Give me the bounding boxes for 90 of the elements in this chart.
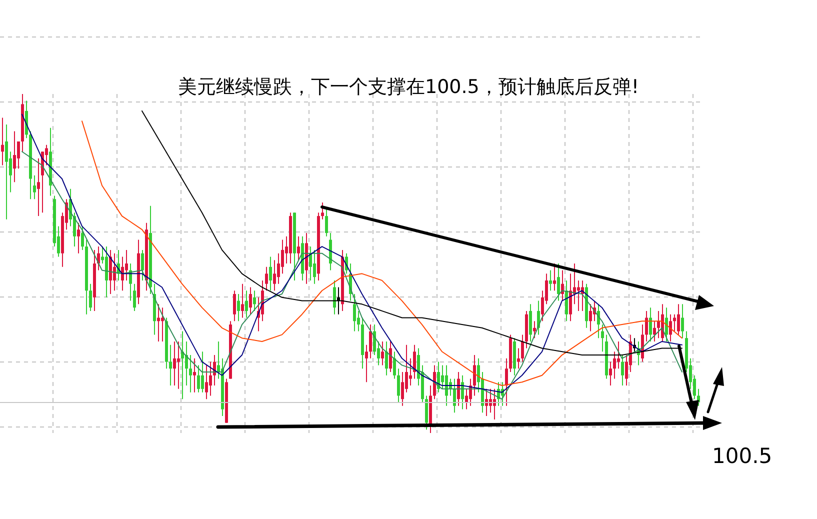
candlestick (673, 314, 676, 332)
candlestick (397, 368, 400, 403)
candlestick (381, 340, 384, 366)
candlestick (521, 334, 524, 362)
candlestick (601, 324, 604, 352)
candlestick (133, 283, 136, 312)
candlestick (5, 124, 8, 220)
candlestick (205, 364, 208, 400)
candlestick (173, 340, 176, 386)
candlestick (321, 202, 324, 220)
candlestick (393, 351, 396, 380)
candlestick (557, 263, 560, 302)
candlestick (553, 263, 556, 292)
candlestick (401, 371, 404, 406)
candlestick (433, 364, 436, 400)
candlestick (249, 286, 252, 315)
candlestick (77, 222, 80, 254)
candlestick (237, 294, 240, 322)
candlestick (413, 344, 416, 380)
candlestick (677, 304, 680, 336)
candlestick (157, 304, 160, 342)
candlestick (669, 314, 672, 342)
candlestick (649, 307, 652, 342)
candlestick (529, 304, 532, 342)
candlestick (209, 361, 212, 396)
candlestick (453, 378, 456, 414)
candlestick (177, 340, 180, 390)
candlestick (409, 358, 412, 386)
candlestick (201, 351, 204, 393)
candlestick (385, 340, 388, 376)
candlestick (141, 249, 144, 281)
candlestick (89, 283, 92, 312)
candlestick (617, 340, 620, 370)
candlestick (465, 388, 468, 410)
candlestick (389, 340, 392, 372)
candlestick (297, 236, 300, 261)
candlestick (281, 239, 284, 274)
candlestick (577, 280, 580, 312)
candlestick (645, 310, 648, 342)
candlestick (113, 252, 116, 292)
candlestick (161, 307, 164, 342)
candlestick (549, 270, 552, 292)
candlestick (313, 249, 316, 284)
candlestick (121, 256, 124, 292)
candlestick (657, 310, 660, 339)
candlestick (269, 256, 272, 292)
candlestick (253, 290, 256, 312)
chart-title: 美元继续慢跌，下一个支撑在100.5，预计触底后反弹! (176, 75, 640, 100)
candlestick (189, 354, 192, 393)
candlestick (333, 280, 336, 315)
candlestick (373, 324, 376, 356)
candlestick (613, 351, 616, 380)
candlestick (17, 140, 20, 170)
candlestick (197, 364, 200, 393)
candlestick (425, 395, 428, 430)
candlestick (681, 304, 684, 339)
candlestick (125, 249, 128, 281)
text: 100.5 (712, 444, 772, 468)
candlestick (533, 320, 536, 339)
candlestick (369, 324, 372, 359)
candlestick (241, 283, 244, 318)
candlestick (193, 358, 196, 393)
candlestick (109, 249, 112, 295)
candlestick (325, 208, 328, 237)
candlestick (81, 226, 84, 250)
candlestick (365, 344, 368, 383)
candlestick (641, 324, 644, 362)
candlestick (517, 348, 520, 370)
candlestick (185, 340, 188, 386)
candlestick (353, 294, 356, 332)
candlestick (621, 354, 624, 386)
candlestick (565, 280, 568, 322)
candlestick (589, 304, 592, 332)
candlestick (665, 307, 668, 342)
candlestick (473, 354, 476, 396)
candlestick (245, 290, 248, 318)
candlestick (169, 344, 172, 386)
candlestick (277, 252, 280, 284)
candlestick (653, 320, 656, 342)
candlestick (13, 130, 16, 183)
candlestick (33, 174, 36, 200)
candlestick (505, 358, 508, 406)
candlestick (569, 273, 572, 322)
candlestick (1, 117, 4, 166)
candlestick (233, 290, 236, 322)
candlestick (265, 266, 268, 292)
candlestick (273, 260, 276, 292)
candlestick (609, 361, 612, 386)
candlestick (37, 158, 40, 217)
candlestick (105, 246, 108, 298)
